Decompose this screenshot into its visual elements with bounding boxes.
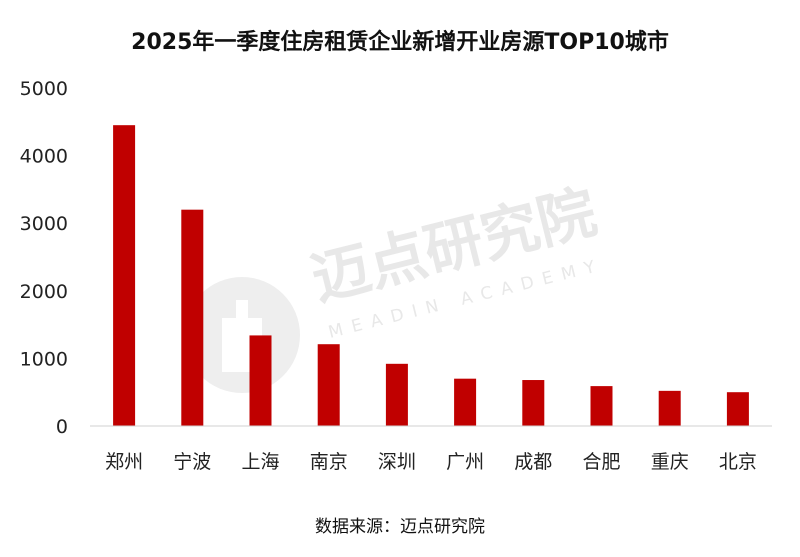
bar (113, 125, 136, 427)
x-tick-label: 宁波 (173, 451, 211, 473)
bar (385, 363, 408, 426)
x-tick-label: 重庆 (651, 451, 689, 473)
y-tick-label: 4000 (20, 146, 68, 168)
bar (317, 344, 340, 426)
y-tick-label: 5000 (20, 78, 68, 100)
x-tick-label: 郑州 (105, 451, 143, 473)
watermark: 迈点研究院 MEADIN ACADEMY (184, 177, 606, 393)
chart-title: 2025年一季度住房租赁企业新增开业房源TOP10城市 (131, 30, 669, 55)
bars (113, 125, 749, 427)
x-tick-label: 北京 (719, 451, 757, 473)
bar (249, 335, 272, 426)
x-tick-label: 上海 (241, 451, 279, 473)
x-tick-label: 合肥 (582, 451, 620, 473)
x-tick-label: 广州 (446, 451, 484, 473)
bar (590, 386, 613, 426)
x-axis: 郑州 宁波 上海 南京 深圳 广州 成都 合肥 重庆 北京 (105, 451, 757, 473)
y-tick-label: 0 (56, 416, 68, 438)
source-note: 数据来源：迈点研究院 (315, 517, 485, 537)
bar (454, 378, 477, 426)
y-tick-label: 3000 (20, 213, 68, 235)
x-tick-label: 深圳 (378, 451, 416, 473)
bar (726, 392, 749, 426)
bar (658, 390, 681, 426)
y-tick-label: 1000 (20, 348, 68, 370)
bar (181, 209, 204, 426)
bar (522, 380, 545, 426)
y-axis: 0 1000 2000 3000 4000 5000 (20, 78, 68, 438)
y-tick-label: 2000 (20, 281, 68, 303)
x-tick-label: 成都 (514, 451, 552, 473)
x-tick-label: 南京 (310, 451, 348, 473)
